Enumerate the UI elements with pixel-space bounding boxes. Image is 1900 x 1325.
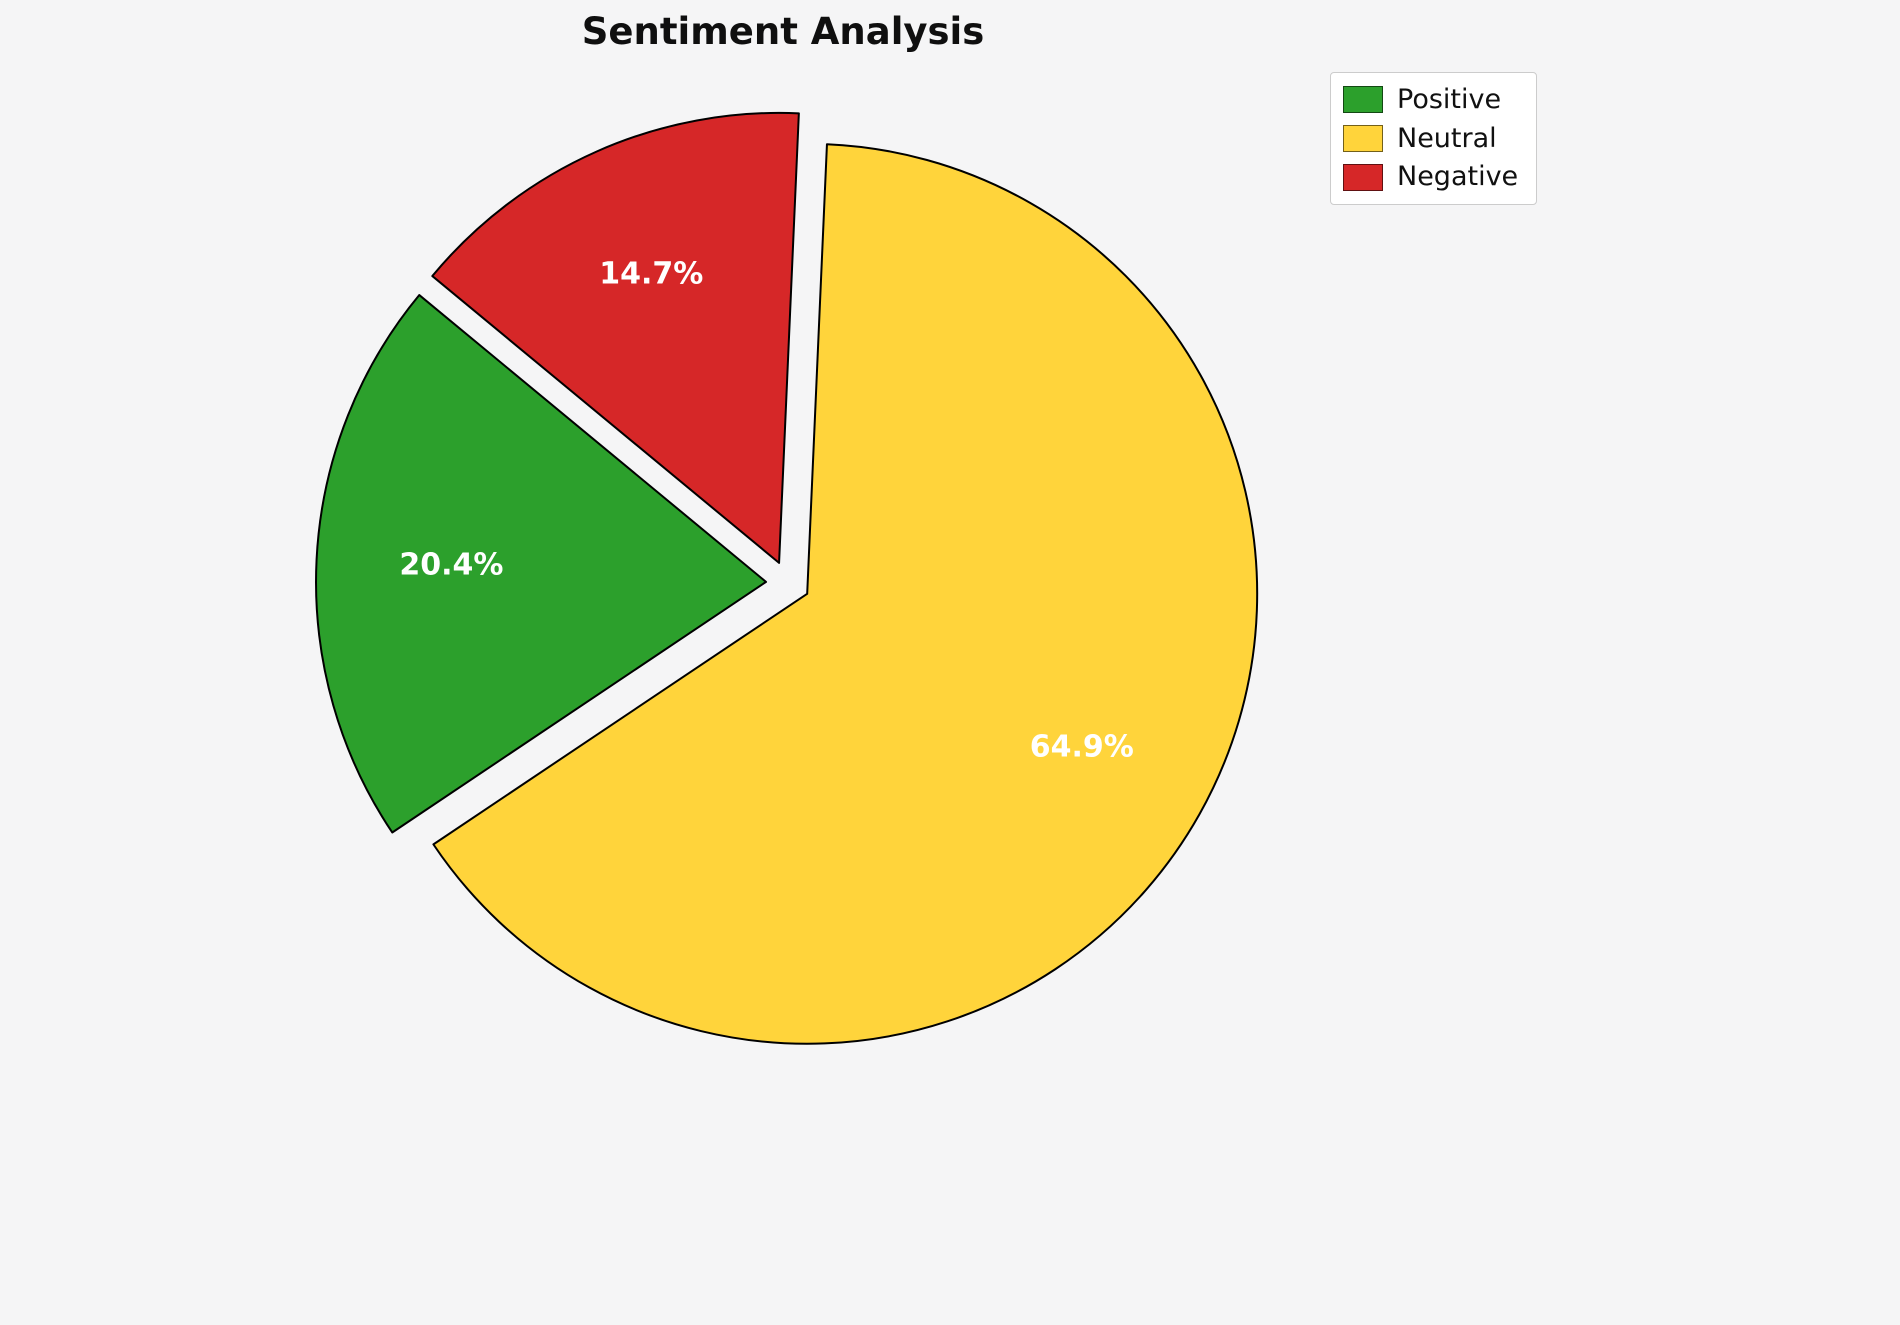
legend-item-positive: Positive — [1343, 85, 1518, 115]
legend-swatch-negative — [1343, 163, 1383, 191]
legend-label-positive: Positive — [1397, 84, 1502, 115]
pie-pct-label-negative: 14.7% — [599, 257, 703, 292]
legend-label-negative: Negative — [1397, 161, 1519, 193]
pie-slice-positive — [315, 294, 768, 834]
legend-item-negative: Negative — [1343, 162, 1518, 192]
legend-swatch-positive — [1343, 86, 1383, 114]
legend-label-neutral: Neutral — [1397, 122, 1497, 154]
pie-pct-label-positive: 20.4% — [399, 548, 503, 583]
legend-item-neutral: Neutral — [1343, 122, 1518, 154]
legend-swatch-neutral — [1343, 125, 1383, 153]
pie-slice-neutral — [432, 143, 1259, 1045]
chart-title: Sentiment Analysis — [581, 10, 985, 53]
pie-pct-label-neutral: 64.9% — [1030, 730, 1134, 765]
pie-slice-negative — [431, 111, 800, 564]
legend: Positive Neutral Negative — [1330, 72, 1538, 206]
